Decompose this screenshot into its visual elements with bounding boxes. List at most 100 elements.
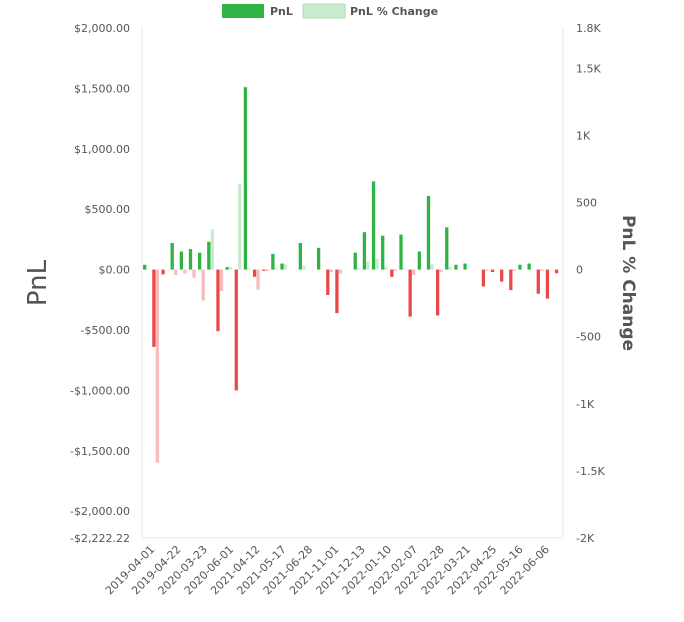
pnl-pct-bar[interactable] (174, 269, 178, 275)
pnl-bar[interactable] (381, 235, 385, 270)
left-tick-label: -$1,000.00 (70, 384, 130, 397)
pnl-pct-bar[interactable] (201, 269, 205, 301)
pnl-bar[interactable] (271, 253, 275, 270)
pnl-bar[interactable] (216, 269, 220, 332)
pnl-bar[interactable] (335, 269, 339, 314)
pnl-bar[interactable] (152, 269, 156, 347)
pnl-bar[interactable] (417, 251, 421, 270)
legend-item-pnl[interactable]: PnL (222, 4, 293, 18)
pnl-pct-bar[interactable] (430, 264, 434, 270)
pnl-bar[interactable] (408, 269, 412, 317)
pnl-pct-bar[interactable] (338, 269, 343, 274)
pnl-bar[interactable] (252, 269, 257, 277)
pnl-pct-bar[interactable] (411, 269, 416, 275)
pnl-bar[interactable] (490, 269, 495, 272)
right-tick-label: 1.8K (576, 22, 601, 35)
pnl-pct-bar[interactable] (402, 268, 407, 270)
pnl-bar[interactable] (445, 227, 449, 270)
right-tick-label: -2K (576, 532, 595, 545)
pnl-bar[interactable] (280, 263, 284, 270)
pnl-pct-bar[interactable] (274, 268, 278, 270)
pnl-bar[interactable] (390, 269, 394, 277)
pnl-bar[interactable] (207, 241, 211, 270)
pnl-pct-bar[interactable] (192, 269, 196, 278)
left-axis-ticks: $2,000.00 $1,500.00 $1,000.00 $500.00 $0.00 -… (70, 22, 130, 545)
pnl-bar[interactable] (481, 269, 486, 287)
pnl-pct-bar[interactable] (439, 269, 443, 273)
pnl-bars (143, 87, 559, 391)
pnl-bar[interactable] (234, 269, 238, 391)
pnl-bar[interactable] (554, 269, 559, 274)
left-tick-label: $1,000.00 (74, 143, 130, 156)
pnl-pct-bar[interactable] (265, 269, 269, 271)
right-tick-label: 1.5K (576, 62, 601, 75)
pnl-pct-bar[interactable] (329, 269, 333, 273)
right-tick-label: -1.5K (576, 465, 605, 478)
legend-item-pnl-pct[interactable]: PnL % Change (302, 3, 438, 19)
pnl-bar[interactable] (316, 247, 321, 270)
left-tick-label: -$2,000.00 (70, 505, 130, 518)
pnl-bar[interactable] (262, 269, 266, 271)
left-tick-label: $1,500.00 (74, 82, 130, 95)
pnl-bar[interactable] (225, 267, 229, 270)
pnl-pct-bar[interactable] (247, 268, 251, 270)
pnl-bar[interactable] (143, 264, 147, 270)
pnl-bar[interactable] (527, 263, 531, 270)
pnl-bar[interactable] (298, 243, 302, 270)
pnl-pct-bar[interactable] (357, 268, 361, 270)
pnl-bar[interactable] (161, 269, 165, 275)
pnl-pct-bar[interactable] (512, 269, 516, 271)
pnl-pct-bar[interactable] (219, 269, 224, 292)
pnl-pct-bar[interactable] (375, 258, 379, 270)
pnl-pct-bar[interactable] (302, 265, 306, 270)
pnl-bar[interactable] (454, 264, 458, 270)
plot-area (141, 28, 564, 539)
pnl-pct-bar[interactable] (238, 183, 242, 270)
right-axis-title: PnL % Change (618, 215, 638, 351)
pnl-pct-bar[interactable] (448, 266, 452, 270)
pnl-bar[interactable] (371, 181, 376, 270)
left-tick-label: -$500.00 (81, 324, 130, 337)
pnl-pct-bar[interactable] (393, 269, 397, 271)
pnl-bar[interactable] (243, 87, 248, 270)
pnl-pct-bar[interactable] (183, 269, 187, 274)
pnl-bar[interactable] (188, 249, 193, 270)
right-tick-label: 0 (576, 264, 583, 277)
pnl-bar[interactable] (500, 269, 504, 282)
pnl-pct-bar[interactable] (283, 264, 288, 270)
right-axis-ticks: 1.8K 1.5K 1K 500 0 -500 -1K -1.5K -2K (576, 22, 605, 545)
left-tick-label: -$1,500.00 (70, 445, 130, 458)
pnl-pct-bar[interactable] (210, 229, 214, 270)
pnl-bar[interactable] (545, 269, 550, 299)
x-axis-ticks: 2019-04-012019-04-222020-03-232020-06-01… (103, 543, 552, 597)
pnl-bar[interactable] (353, 252, 357, 270)
pnl-bar[interactable] (362, 232, 367, 270)
pnl-bar[interactable] (198, 252, 202, 270)
left-tick-label: $2,000.00 (74, 22, 130, 35)
legend-swatch-pnl-pct (302, 3, 346, 19)
pnl-bar[interactable] (463, 263, 467, 270)
legend-swatch-pnl (222, 4, 264, 18)
pnl-bar[interactable] (435, 269, 440, 316)
left-axis-title: PnL (23, 259, 53, 306)
pnl-pct-bar[interactable] (228, 266, 233, 270)
pnl-pct-bar[interactable] (155, 269, 160, 463)
pnl-pct-bar[interactable] (540, 269, 544, 271)
pnl-pct-bar[interactable] (384, 266, 388, 270)
pnl-bar[interactable] (399, 234, 403, 270)
pnl-pct-bar[interactable] (366, 261, 370, 270)
pnl-bar[interactable] (326, 269, 330, 295)
right-tick-label: 500 (576, 196, 597, 209)
pnl-pct-bar[interactable] (485, 269, 489, 271)
pnl-bar[interactable] (509, 269, 513, 291)
legend-label-pnl-pct: PnL % Change (350, 5, 438, 18)
pnl-bar[interactable] (518, 264, 522, 270)
left-tick-label: $500.00 (85, 203, 131, 216)
right-tick-label: -500 (576, 331, 601, 344)
pnl-bar[interactable] (170, 243, 174, 270)
pnl-pct-bar[interactable] (256, 269, 260, 290)
pnl-bar[interactable] (179, 251, 183, 270)
pnl-bar[interactable] (426, 195, 431, 270)
pnl-bar[interactable] (536, 269, 540, 294)
